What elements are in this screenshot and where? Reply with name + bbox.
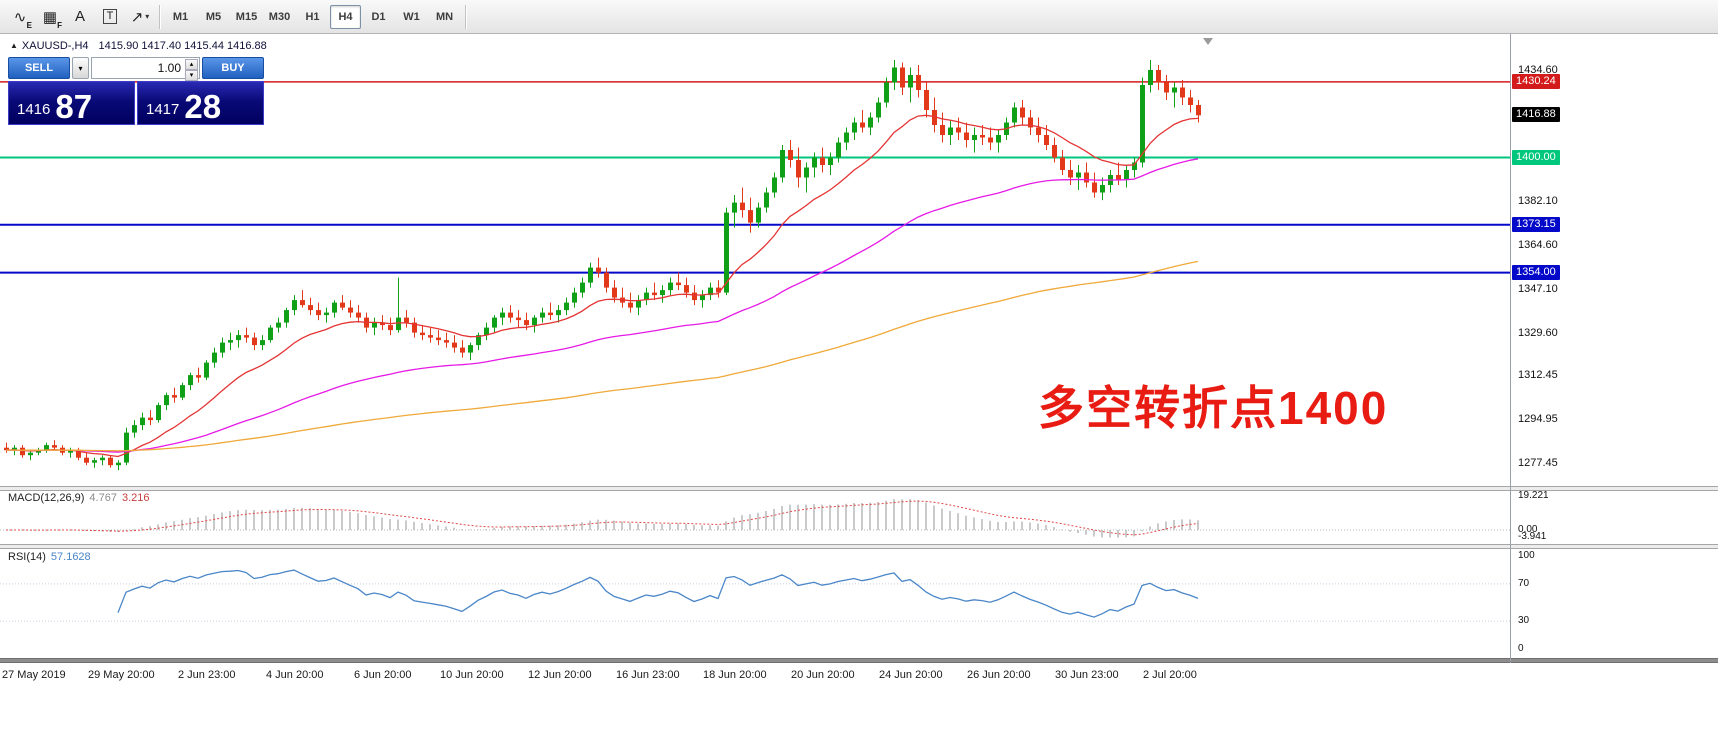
stepper-down-icon[interactable]: ▾ xyxy=(185,70,198,81)
macd-label: MACD(12,26,9) 4.767 3.216 xyxy=(8,492,149,504)
one-click-trading-panel: SELL ▾ 1.00 ▴ ▾ BUY 1416 87 1417 28 xyxy=(8,57,264,125)
price-level-tag: 1354.00 xyxy=(1512,265,1560,280)
price-scale-label: 1294.95 xyxy=(1518,413,1558,425)
timeframe-h1[interactable]: H1 xyxy=(305,10,320,23)
volume-value[interactable]: 1.00 xyxy=(157,61,181,75)
volume-stepper[interactable]: ▴ ▾ xyxy=(185,59,198,81)
fibonacci-grid-icon[interactable]: ▦ F xyxy=(42,8,62,30)
time-axis-label: 16 Jun 23:00 xyxy=(616,669,680,681)
price-scale-label: 1364.60 xyxy=(1518,239,1558,251)
time-axis-label: 2 Jun 23:00 xyxy=(178,669,236,681)
price-level-tag: 1373.15 xyxy=(1512,217,1560,232)
symbol-timeframe: XAUUSD-,H4 xyxy=(21,40,89,52)
macd-name: MACD(12,26,9) xyxy=(8,492,85,504)
time-axis-label: 30 Jun 23:00 xyxy=(1055,669,1119,681)
macd-value-signal: 3.216 xyxy=(121,492,150,504)
ohlc-values: 1415.90 1417.40 1415.44 1416.88 xyxy=(98,40,267,52)
price-scale-label: 1277.45 xyxy=(1518,457,1558,469)
stepper-up-icon[interactable]: ▴ xyxy=(185,59,198,70)
macd-panel[interactable] xyxy=(0,491,1510,544)
buy-price-display[interactable]: 1417 28 xyxy=(137,81,264,125)
time-axis-label: 2 Jul 20:00 xyxy=(1143,669,1197,681)
price-scale-label: 1382.10 xyxy=(1518,195,1558,207)
chevron-down-icon: ▾ xyxy=(78,63,83,73)
time-axis-label: 29 May 20:00 xyxy=(88,669,155,681)
timeframe-m1[interactable]: M1 xyxy=(172,10,189,23)
rsi-panel[interactable] xyxy=(0,549,1510,658)
price-level-tag: 1430.24 xyxy=(1512,74,1560,89)
price-axis-border xyxy=(1510,34,1511,663)
timeframe-h4[interactable]: H4 xyxy=(330,4,361,29)
time-axis-label: 27 May 2019 xyxy=(2,669,66,681)
price-scale-label: 1329.60 xyxy=(1518,327,1558,339)
timeframe-m5[interactable]: M5 xyxy=(205,10,222,23)
time-axis-splitter[interactable] xyxy=(0,658,1718,663)
timeframe-mn[interactable]: MN xyxy=(435,10,454,23)
text-box-icon[interactable]: T xyxy=(96,4,124,30)
timeframes-group: M1 M5 M15 M30 H1 H4 D1 W1 MN xyxy=(165,4,460,29)
timeframe-w1[interactable]: W1 xyxy=(403,10,420,23)
rsi-scale-label: 30 xyxy=(1518,615,1530,626)
order-options-dropdown[interactable]: ▾ xyxy=(72,57,89,79)
macd-scale-label: 19.221 xyxy=(1518,490,1549,501)
macd-scale-label: 0.00 xyxy=(1518,524,1538,535)
time-axis-label: 20 Jun 20:00 xyxy=(791,669,855,681)
chart-annotation: 多空转折点1400 xyxy=(1038,382,1389,434)
panel-splitter[interactable] xyxy=(0,486,1718,491)
macd-value-main: 4.767 xyxy=(89,492,117,504)
sell-price-display[interactable]: 1416 87 xyxy=(8,81,135,125)
rsi-value: 57.1628 xyxy=(50,551,91,563)
rsi-label: RSI(14) 57.1628 xyxy=(8,551,91,563)
timeframe-m30[interactable]: M30 xyxy=(268,10,291,23)
elliott-wave-icon[interactable]: ∿ E xyxy=(13,8,32,30)
time-axis-label: 10 Jun 20:00 xyxy=(440,669,504,681)
toolbar-separator xyxy=(465,4,466,29)
current-price-tag: 1416.88 xyxy=(1512,107,1560,122)
arrow-style-icon[interactable]: ↗ ▾ xyxy=(130,8,150,26)
time-axis-label: 12 Jun 20:00 xyxy=(528,669,592,681)
price-scale-label: 1347.10 xyxy=(1518,283,1558,295)
rsi-name: RSI(14) xyxy=(8,551,46,563)
rsi-scale-label: 100 xyxy=(1518,550,1535,561)
chart-ohlc-header: ▲ XAUUSD-,H4 1415.90 1417.40 1415.44 1416.… xyxy=(10,40,267,52)
sell-button[interactable]: SELL xyxy=(8,57,70,79)
toolbar: ∿ E ▦ F A T ↗ ▾ M1 M5 M15 M30 H1 H4 D1 W1 MN xyxy=(0,0,1718,34)
volume-field[interactable]: 1.00 ▴ ▾ xyxy=(91,57,200,81)
text-label-icon[interactable]: A xyxy=(74,8,85,25)
price-scale-label: 1434.60 xyxy=(1518,64,1558,76)
symbol-marker-icon: ▲ xyxy=(10,41,18,50)
buy-price-big: 28 xyxy=(184,87,222,125)
toolbar-separator xyxy=(159,4,160,29)
macd-scale-label: -3.941 xyxy=(1518,531,1547,542)
sell-price-main: 1416 xyxy=(17,101,51,118)
buy-button[interactable]: BUY xyxy=(202,57,264,79)
rsi-scale-label: 0 xyxy=(1518,643,1524,654)
rsi-scale-label: 70 xyxy=(1518,578,1530,589)
time-axis-label: 26 Jun 20:00 xyxy=(967,669,1031,681)
buy-price-main: 1417 xyxy=(146,101,180,118)
price-axis[interactable]: 1434.60 1382.10 1364.60 1347.10 1329.60 1312.… xyxy=(1510,0,1718,756)
drawing-tools-group: ∿ E ▦ F A T ↗ ▾ xyxy=(6,4,154,30)
timeframe-d1[interactable]: D1 xyxy=(371,10,386,23)
time-axis-label: 18 Jun 20:00 xyxy=(703,669,767,681)
time-axis-label: 6 Jun 20:00 xyxy=(354,669,412,681)
panel-splitter[interactable] xyxy=(0,544,1718,549)
price-level-tag: 1400.00 xyxy=(1512,150,1560,165)
price-scale-label: 1312.45 xyxy=(1518,369,1558,381)
chevron-down-icon: ▾ xyxy=(145,12,150,21)
sell-price-big: 87 xyxy=(55,87,93,125)
time-axis-label: 4 Jun 20:00 xyxy=(266,669,324,681)
timeframe-m15[interactable]: M15 xyxy=(235,10,258,23)
time-axis-label: 24 Jun 20:00 xyxy=(879,669,943,681)
